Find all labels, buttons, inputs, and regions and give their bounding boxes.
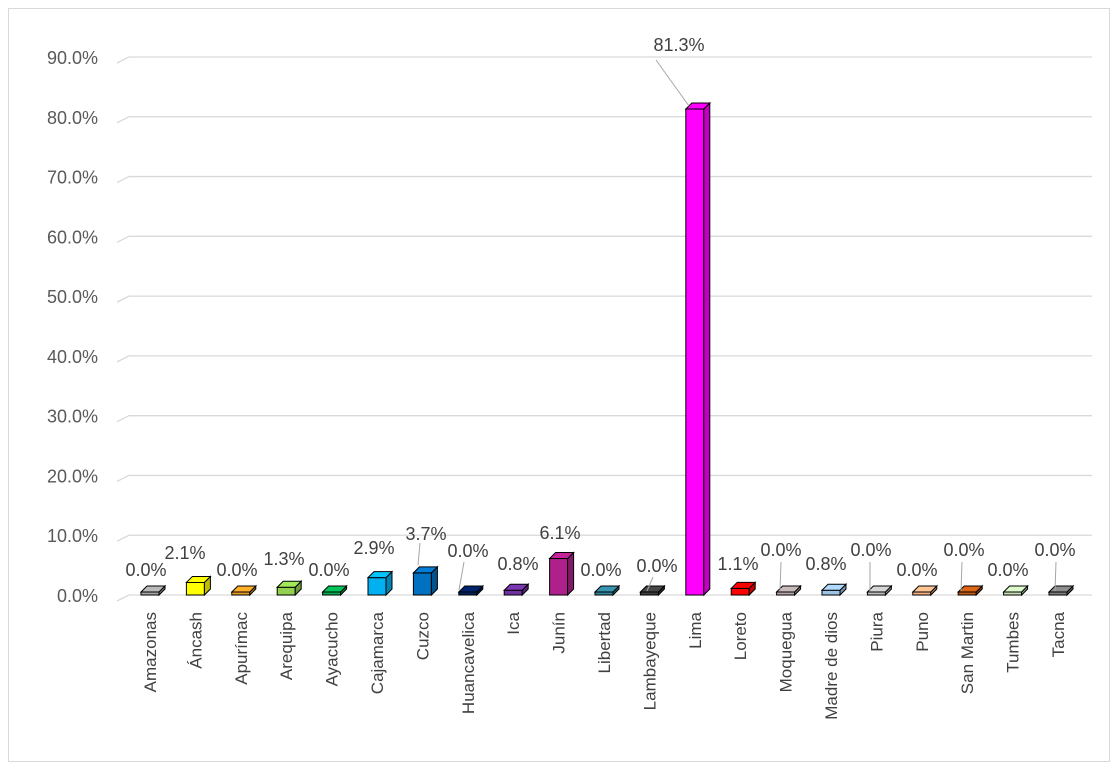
category-label: Amazonas xyxy=(141,612,160,692)
category-label: Tumbes xyxy=(1004,612,1023,673)
data-label: 0.0% xyxy=(760,540,801,560)
data-label: 81.3% xyxy=(653,35,704,55)
category-label: Huancavelica xyxy=(459,611,478,714)
gridline xyxy=(116,355,1092,363)
y-tick-label: 80.0% xyxy=(47,108,98,128)
data-label: 3.7% xyxy=(405,524,446,544)
bar-loreto xyxy=(729,581,757,597)
bar-libertad xyxy=(593,584,621,597)
gridline xyxy=(116,56,1092,64)
y-tick-label: 30.0% xyxy=(47,407,98,427)
category-label: San Martin xyxy=(958,612,977,694)
data-label: 0.0% xyxy=(216,560,257,580)
gridline xyxy=(116,295,1092,303)
y-tick-label: 20.0% xyxy=(47,466,98,486)
leader-line xyxy=(646,576,654,592)
leader-line xyxy=(655,59,690,107)
data-label: 1.1% xyxy=(717,554,758,574)
y-tick-label: 40.0% xyxy=(47,347,98,367)
bar-ayacucho xyxy=(321,584,348,597)
y-tick-label: 50.0% xyxy=(47,287,98,307)
bar-junín xyxy=(548,551,575,597)
data-label: 0.0% xyxy=(308,560,349,580)
bars xyxy=(139,101,1075,597)
y-tick-label: 10.0% xyxy=(47,526,98,546)
bar-lambayeque xyxy=(639,584,666,597)
data-label: 0.0% xyxy=(447,541,488,561)
category-label: Moquegua xyxy=(777,611,796,692)
category-label: Piura xyxy=(867,611,886,651)
bar-cajamarca xyxy=(366,570,394,597)
data-label: 0.0% xyxy=(850,540,891,560)
category-label: Ayacucho xyxy=(323,612,342,686)
data-label: 0.0% xyxy=(580,560,621,580)
y-tick-label: 60.0% xyxy=(47,227,98,247)
leader-line xyxy=(1054,561,1057,592)
category-label: Puno xyxy=(913,612,932,652)
bar-arequipa xyxy=(275,580,303,597)
data-label: 0.0% xyxy=(1034,540,1075,560)
data-label: 2.1% xyxy=(164,543,205,563)
gridline xyxy=(116,175,1092,184)
gridline xyxy=(116,235,1092,243)
x-axis-categories: Amazonas Áncash Apurímac Arequipa Ayacucho Ca… xyxy=(141,611,1068,719)
gridline xyxy=(116,534,1092,542)
bar-madre-de-dios xyxy=(820,583,848,597)
bar-áncash xyxy=(185,575,212,597)
category-label: Apurímac xyxy=(232,612,251,685)
category-label: Áncash xyxy=(186,612,205,669)
bar-san-martin xyxy=(956,584,984,597)
category-label: Arequipa xyxy=(277,611,296,680)
data-label: 0.0% xyxy=(125,560,166,580)
data-label: 1.3% xyxy=(263,549,304,569)
y-tick-label: 70.0% xyxy=(47,168,98,188)
bar-piura xyxy=(866,584,893,597)
bar-cuzco xyxy=(412,565,439,597)
category-label: Libertad xyxy=(595,612,614,673)
bar-tacna xyxy=(1047,584,1075,597)
leader-line xyxy=(960,561,963,592)
category-label: Lima xyxy=(686,611,705,648)
category-label: Junín xyxy=(550,612,569,654)
category-label: Ica xyxy=(504,611,523,634)
gridline xyxy=(116,415,1092,423)
bar-apurímac xyxy=(230,584,258,597)
leader-line xyxy=(417,542,421,566)
gridline xyxy=(116,594,1092,602)
data-label: 0.0% xyxy=(943,540,984,560)
category-label: Lambayeque xyxy=(640,612,659,710)
category-label: Cajamarca xyxy=(368,611,387,694)
y-tick-label: 90.0% xyxy=(47,48,98,68)
leader-line xyxy=(779,561,782,592)
gridlines xyxy=(116,56,1092,602)
leader-line xyxy=(458,561,465,591)
data-label: 0.0% xyxy=(636,556,677,576)
bar-tumbes xyxy=(1002,584,1029,597)
y-axis-ticks: 0.0% 10.0% 20.0% 30.0% 40.0% 50.0% 60.0% 70.0% 8… xyxy=(47,48,98,606)
bar-ica xyxy=(502,583,530,597)
bar-lima xyxy=(684,101,712,597)
bar-amazonas xyxy=(139,584,167,597)
y-tick-label: 0.0% xyxy=(57,586,98,606)
data-label: 0.0% xyxy=(987,560,1028,580)
data-labels: 0.0%2.1%0.0%1.3%0.0%2.9%3.7%0.0%0.8%6.1%… xyxy=(125,35,1075,580)
category-label: Loreto xyxy=(731,612,750,660)
category-label: Tacna xyxy=(1049,611,1068,657)
data-label: 2.9% xyxy=(353,538,394,558)
chart-frame xyxy=(8,8,1110,762)
bar-puno xyxy=(911,584,939,597)
gridline xyxy=(116,116,1092,124)
data-label: 0.0% xyxy=(896,560,937,580)
leader-lines xyxy=(417,59,1057,592)
data-label: 0.8% xyxy=(805,554,846,574)
data-label: 6.1% xyxy=(539,523,580,543)
bar-huancavelica xyxy=(457,584,485,597)
category-label: Madre de dios xyxy=(822,612,841,720)
gridline xyxy=(116,474,1092,483)
data-label: 0.8% xyxy=(497,554,538,574)
category-label: Cuzco xyxy=(413,612,432,660)
